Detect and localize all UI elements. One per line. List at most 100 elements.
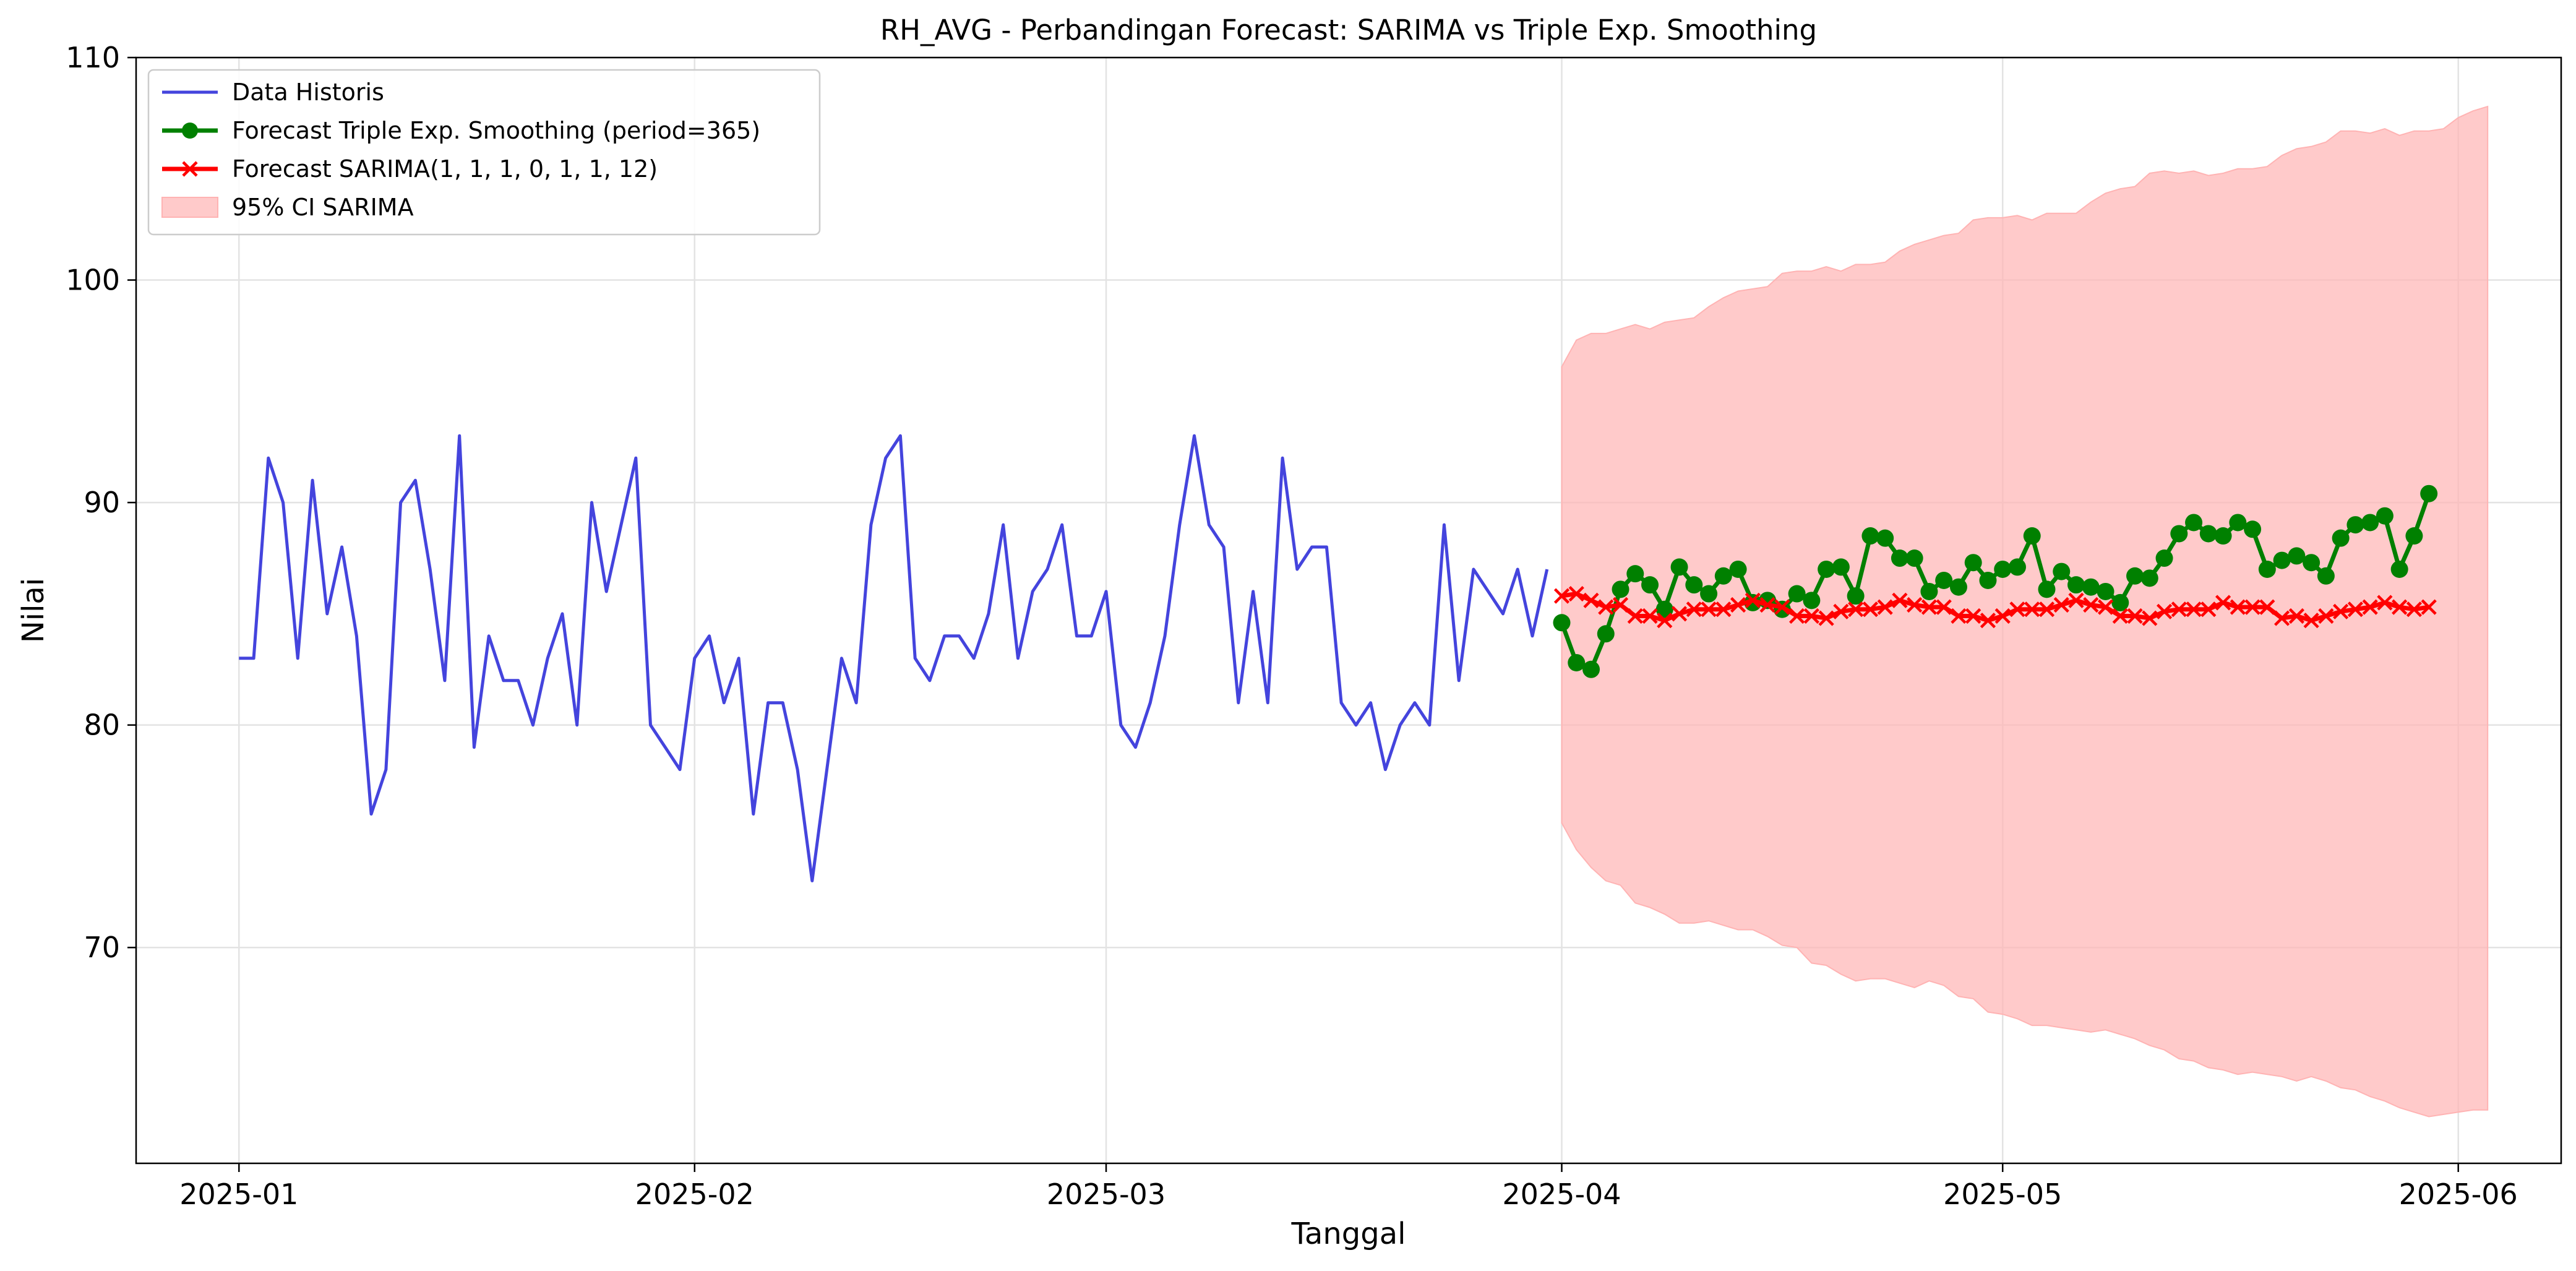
sarima-point	[2053, 597, 2069, 613]
ets-point	[1861, 527, 1879, 545]
legend-swatch	[161, 197, 218, 218]
sarima-point	[1612, 597, 1629, 613]
tick-layer: 2025-01 2025-02 2025-03 2025-04 2025-05 2025-…	[66, 41, 2518, 1211]
sarima-point	[2200, 601, 2217, 618]
sarima-point	[1994, 608, 2011, 624]
ets-point	[2008, 558, 2026, 576]
ets-point	[1891, 549, 1908, 567]
sarima-point	[2186, 601, 2202, 618]
sarima-point	[1598, 599, 1614, 615]
ets-point	[1568, 653, 1586, 671]
ets-point	[2405, 527, 2423, 545]
sarima-point	[2142, 610, 2158, 626]
sarima-point	[2288, 608, 2304, 624]
ets-point	[1803, 592, 1821, 610]
sarima-point	[2097, 599, 2114, 615]
ets-point	[1729, 560, 1747, 578]
confidence-band	[1561, 105, 2489, 1118]
ets-point	[2420, 485, 2438, 502]
sarima-point	[2259, 599, 2275, 615]
sarima-point	[2083, 597, 2099, 613]
sarima-point	[1730, 597, 1746, 613]
x-tick-label: 2025-02	[635, 1178, 754, 1211]
sarima-point	[1642, 608, 1658, 624]
y-tick-label: 110	[66, 41, 120, 74]
sarima-point	[2009, 601, 2025, 618]
ets-point	[1612, 580, 1629, 598]
sarima-point	[1701, 601, 1717, 618]
ets-point	[1920, 582, 1938, 600]
sarima-point	[2362, 599, 2378, 615]
sarima-point	[1568, 585, 1584, 602]
ets-point	[1626, 565, 1644, 583]
sarima-point	[1848, 601, 1864, 618]
plot-frame	[135, 56, 2562, 1165]
sarima-point	[1657, 613, 1673, 629]
sarima-point	[1759, 597, 1775, 613]
sarima-point	[1936, 599, 1952, 615]
sarima-point	[2421, 599, 2437, 615]
ets-point	[1847, 587, 1865, 605]
sarima-point	[2347, 601, 2363, 618]
ets-point	[2303, 554, 2321, 572]
ets-point	[2244, 520, 2262, 538]
x-tick-label: 2025-04	[1502, 1178, 1621, 1211]
sarima-point	[2303, 613, 2319, 629]
legend-item: 95% CI SARIMA	[161, 194, 414, 221]
confidence-band-layer	[1561, 105, 2489, 1118]
sarima-point	[2377, 595, 2393, 611]
legend-item: Forecast Triple Exp. Smoothing (period=3…	[162, 117, 760, 144]
ets-point	[2376, 507, 2394, 525]
y-tick-label: 70	[84, 931, 120, 964]
sarima-point	[2244, 599, 2260, 615]
x-tick-label: 2025-05	[1943, 1178, 2062, 1211]
ets-point	[2067, 576, 2085, 594]
sarima-point	[1553, 588, 1570, 604]
ets-point	[2038, 580, 2056, 598]
sarima-point	[1789, 608, 1805, 624]
ets-point	[1700, 585, 1718, 603]
legend: Data Historis Forecast Triple Exp. Smooth…	[147, 69, 821, 236]
ets-point	[2346, 516, 2364, 534]
ets-point	[2229, 514, 2247, 532]
ets-point	[2390, 560, 2408, 578]
sarima-point	[1671, 606, 1688, 622]
y-tick-label: 100	[66, 264, 120, 297]
y-axis-label: Nilai	[16, 578, 51, 643]
legend-item: Forecast SARIMA(1, 1, 1, 0, 1, 1, 12)	[162, 155, 658, 183]
sarima-point	[2274, 610, 2290, 626]
ets-point	[2185, 514, 2203, 532]
sarima-point	[1745, 592, 1761, 608]
series-line	[1561, 592, 2429, 623]
ets-point	[2140, 569, 2158, 587]
ets-point	[2288, 547, 2306, 565]
sarima-point	[2406, 601, 2423, 618]
sarima-point	[1965, 608, 1981, 624]
sarima-point	[1892, 592, 1908, 608]
ets-point	[2214, 527, 2232, 545]
ets-point	[1714, 567, 1732, 585]
sarima-point	[1877, 599, 1893, 615]
ets-point	[1905, 549, 1923, 567]
ets-point	[2053, 562, 2071, 580]
ets-point	[2361, 514, 2379, 532]
sarima-point	[2038, 601, 2055, 618]
y-tick-label: 80	[84, 709, 120, 742]
legend-label: Forecast SARIMA(1, 1, 1, 0, 1, 1, 12)	[232, 155, 658, 183]
sarima-point	[1803, 608, 1819, 624]
ets-point	[1788, 585, 1806, 603]
ets-point	[1641, 576, 1659, 594]
sarima-point	[2024, 601, 2040, 618]
ets-point	[1670, 558, 1688, 576]
ets-point	[2111, 593, 2129, 611]
ets-point	[2332, 529, 2350, 547]
sarima-point	[1951, 608, 1967, 624]
ets-point	[1964, 554, 1982, 572]
ets-point	[1597, 625, 1615, 643]
sarima-point	[1921, 599, 1938, 615]
ets-point	[1553, 614, 1571, 632]
ets-point	[2273, 551, 2291, 569]
legend-label: Data Historis	[232, 79, 384, 106]
ets-point	[2258, 560, 2276, 578]
y-tick-label: 90	[84, 486, 120, 519]
